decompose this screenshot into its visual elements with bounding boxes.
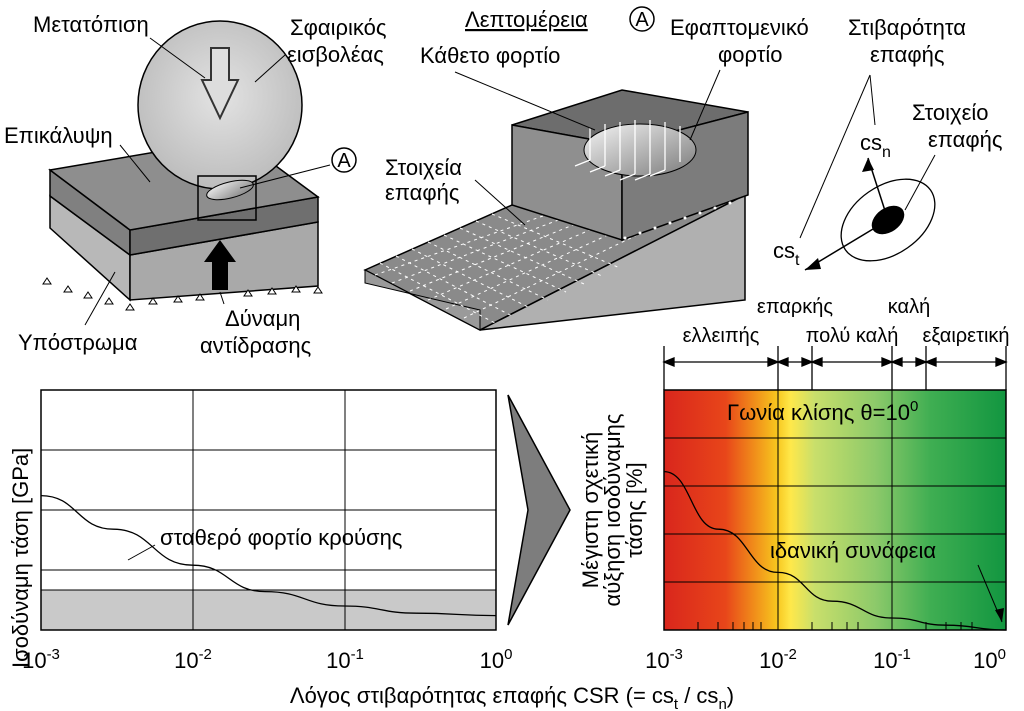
leader-detail [239,164,331,189]
displacement-arrow [200,47,240,121]
stress-curve [40,494,497,617]
curve-label: σταθερό φορτίο κρούσης [160,525,402,550]
detail-marker-circle [331,147,357,173]
detail-title-marker: A [635,9,649,31]
leader-indenter [254,54,286,83]
label-stiffness-1: Στιβαρότητα [848,15,966,40]
detail-view: Λεπτομέρεια A Κάθετο φορτίο Εφαπτομενικό… [363,6,809,331]
mesh-grid [374,199,711,324]
label-contact-elements-2: επαφής [385,180,460,205]
load-arrows [574,120,681,181]
relative-grid [664,390,1006,630]
lower-block-face [479,193,746,331]
range-good: καλή [888,296,930,318]
indentation-model: A Μετατόπιση Σφαιρικός εισβολέας Επικάλυ… [4,12,386,358]
detail-contact-zone [583,123,697,177]
stress-x-ticks: 10-3 10-2 10-1 100 [22,646,512,673]
quality-ranges [662,346,1008,390]
label-normal-load: Κάθετο φορτίο [420,43,560,68]
leader-normal-load [454,71,596,131]
leader-element [904,154,936,211]
range-deficient: ελλειπής [683,325,760,347]
leader-curve-label [127,544,156,561]
stress-chart: σταθερό φορτίο κρούσης Ισοδύναμη τάση [G… [8,389,512,673]
label-tangential-1: Εφαπτομενικό [670,15,809,40]
tick-1e-3: 10-3 [22,646,60,673]
detail-box [197,175,257,221]
ideal-arrowhead [995,608,1004,622]
detail-marker-label: A [337,150,351,172]
leader-contact-elements [474,179,526,226]
transition-arrow [507,394,571,626]
label-element-1: Στοιχείο [912,100,989,125]
reaction-arrow [204,240,236,290]
label-reaction-1: Δύναμη [225,306,300,331]
relative-x-ticks: 10-3 10-2 10-1 100 [645,646,1006,673]
stress-y-label: Ισοδύναμη τάση [GPa] [8,448,33,668]
label-displacement: Μετατόπιση [33,12,149,37]
detail-title-marker-circle [629,6,655,32]
mesh-plane-edge [364,269,481,331]
stress-band [41,590,496,630]
label-coating: Επικάλυψη [4,123,113,148]
range-very-good: πολύ καλή [806,325,899,347]
tick-1e-1: 10-1 [326,646,364,673]
stress-grid [41,390,496,630]
tick-1e-2: 10-2 [174,646,212,673]
tick-1e0: 100 [480,646,513,673]
csn-arrowhead [862,158,874,172]
shared-x-label: Λόγος στιβαρότητας επαφής CSR (= cst / c… [290,683,734,711]
label-element-2: επαφής [928,127,1003,152]
leader-coating [119,144,151,183]
label-indenter-1: Σφαιρικός [290,15,386,40]
svg-text:10-1: 10-1 [873,646,911,673]
svg-text:10-3: 10-3 [645,646,683,673]
relative-stress-chart: Γωνία κλίσης θ=100 ιδανική συνάφεια ελλε… [578,296,1010,673]
relative-plot-frame [663,389,1007,631]
leader-displacement [149,37,206,79]
svg-text:τάσης [%]: τάσης [%] [622,462,647,557]
label-stiffness-2: επαφής [870,42,945,67]
svg-text:100: 100 [973,646,1006,673]
leader-stiffness-2 [799,74,871,239]
boundary-dots [623,201,732,240]
range-excellent: εξαιρετική [922,325,1009,347]
quality-gradient [664,390,1006,630]
label-cst: cst [773,238,800,269]
label-detail-title: Λεπτομέρεια [465,7,588,32]
svg-text:αύξηση ισοδύναμης: αύξηση ισοδύναμης [600,414,625,607]
label-substrate: Υπόστρωμα [18,330,138,355]
range-adequate: επαρκής [757,296,833,318]
angle-label: Γωνία κλίσης θ=100 [727,398,918,425]
svg-text:Μέγιστη σχετική: Μέγιστη σχετική [578,432,603,588]
label-reaction-2: αντίδρασης [200,333,311,358]
minor-ticks [697,622,973,630]
label-indenter-2: εισβολέας [287,42,384,67]
label-tangential-2: φορτίο [718,42,783,67]
label-csn: csn [860,130,891,161]
relative-curve [663,470,1007,631]
ideal-label: ιδανική συνάφεια [770,538,936,563]
label-contact-elements-1: Στοιχεία [385,155,462,180]
contact-element-diagram: Στιβαρότητα επαφής csn cst Στοιχείο επαφ… [773,15,1003,271]
leader-substrate [84,271,116,326]
leader-tangential [689,69,721,141]
leader-reaction [219,291,225,305]
svg-text:10-2: 10-2 [759,646,797,673]
relative-y-label: Μέγιστη σχετική αύξηση ισοδύναμης τάσης … [578,414,647,607]
cst-arrowhead [805,258,821,270]
support-triangles [42,277,323,311]
element-outline [840,178,936,262]
leader-stiffness-1 [869,74,876,126]
